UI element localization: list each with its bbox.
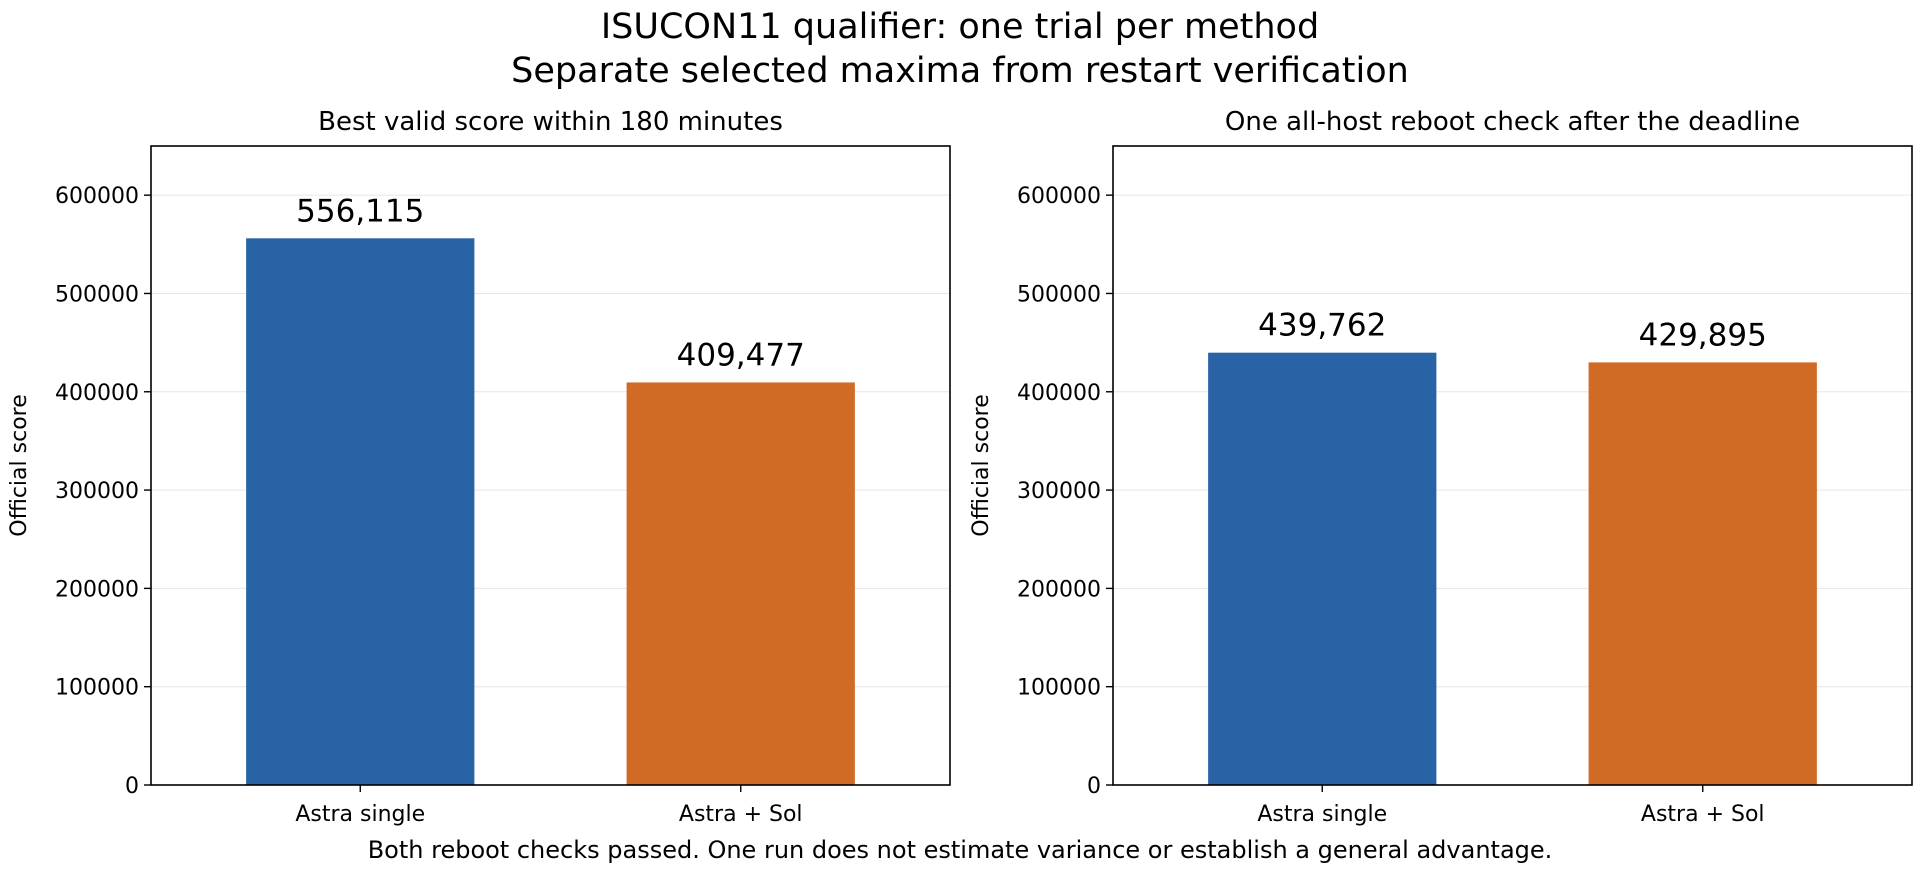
y-tick-label: 100000	[1017, 676, 1101, 701]
plot-frame	[1112, 145, 1913, 786]
y-tick-label: 600000	[1017, 184, 1101, 209]
bar-astra-single	[246, 238, 475, 786]
data-label: 429,895	[1639, 317, 1767, 353]
y-tick-label: 200000	[55, 577, 139, 602]
bar-astra-single	[1208, 352, 1437, 785]
y-tick-label: 100000	[55, 676, 139, 701]
y-tick-label: 500000	[1017, 282, 1101, 307]
figure-title-line2: Separate selected maxima from restart ve…	[511, 51, 1409, 91]
x-tick-label: Astra + Sol	[679, 802, 803, 827]
y-tick-label: 400000	[55, 381, 139, 406]
y-tick-label: 500000	[55, 282, 139, 307]
figure-footnote: Both reboot checks passed. One run does …	[368, 836, 1553, 864]
y-axis-label: Official score	[7, 394, 32, 537]
x-tick-label: Astra + Sol	[1641, 802, 1765, 827]
y-tick-label: 0	[125, 774, 139, 799]
x-tick-label: Astra single	[295, 802, 425, 827]
bar-astra-sol	[626, 382, 855, 785]
y-tick-label: 600000	[55, 184, 139, 209]
subplot-title: Best valid score within 180 minutes	[318, 107, 783, 137]
bar-astra-sol	[1588, 362, 1817, 785]
y-tick-label: 300000	[1017, 479, 1101, 504]
chart-panel-best-valid: 556,115 Astra single 409,477 Astra + Sol 0 10…	[7, 107, 951, 827]
y-tick-label: 400000	[1017, 381, 1101, 406]
figure-title-line1: ISUCON11 qualifier: one trial per method	[601, 7, 1319, 47]
subplot-title: One all-host reboot check after the dead…	[1225, 107, 1800, 137]
data-label: 439,762	[1258, 308, 1386, 344]
plot-frame	[150, 145, 951, 786]
data-label: 409,477	[677, 337, 805, 373]
y-tick-label: 300000	[55, 479, 139, 504]
data-label: 556,115	[296, 193, 424, 229]
y-axis-label: Official score	[969, 394, 994, 537]
y-tick-label: 0	[1087, 774, 1101, 799]
x-tick-label: Astra single	[1257, 802, 1387, 827]
y-tick-label: 200000	[1017, 577, 1101, 602]
chart-panel-reboot-check: 439,762 Astra single 429,895 Astra + Sol 0 10…	[969, 107, 1913, 827]
